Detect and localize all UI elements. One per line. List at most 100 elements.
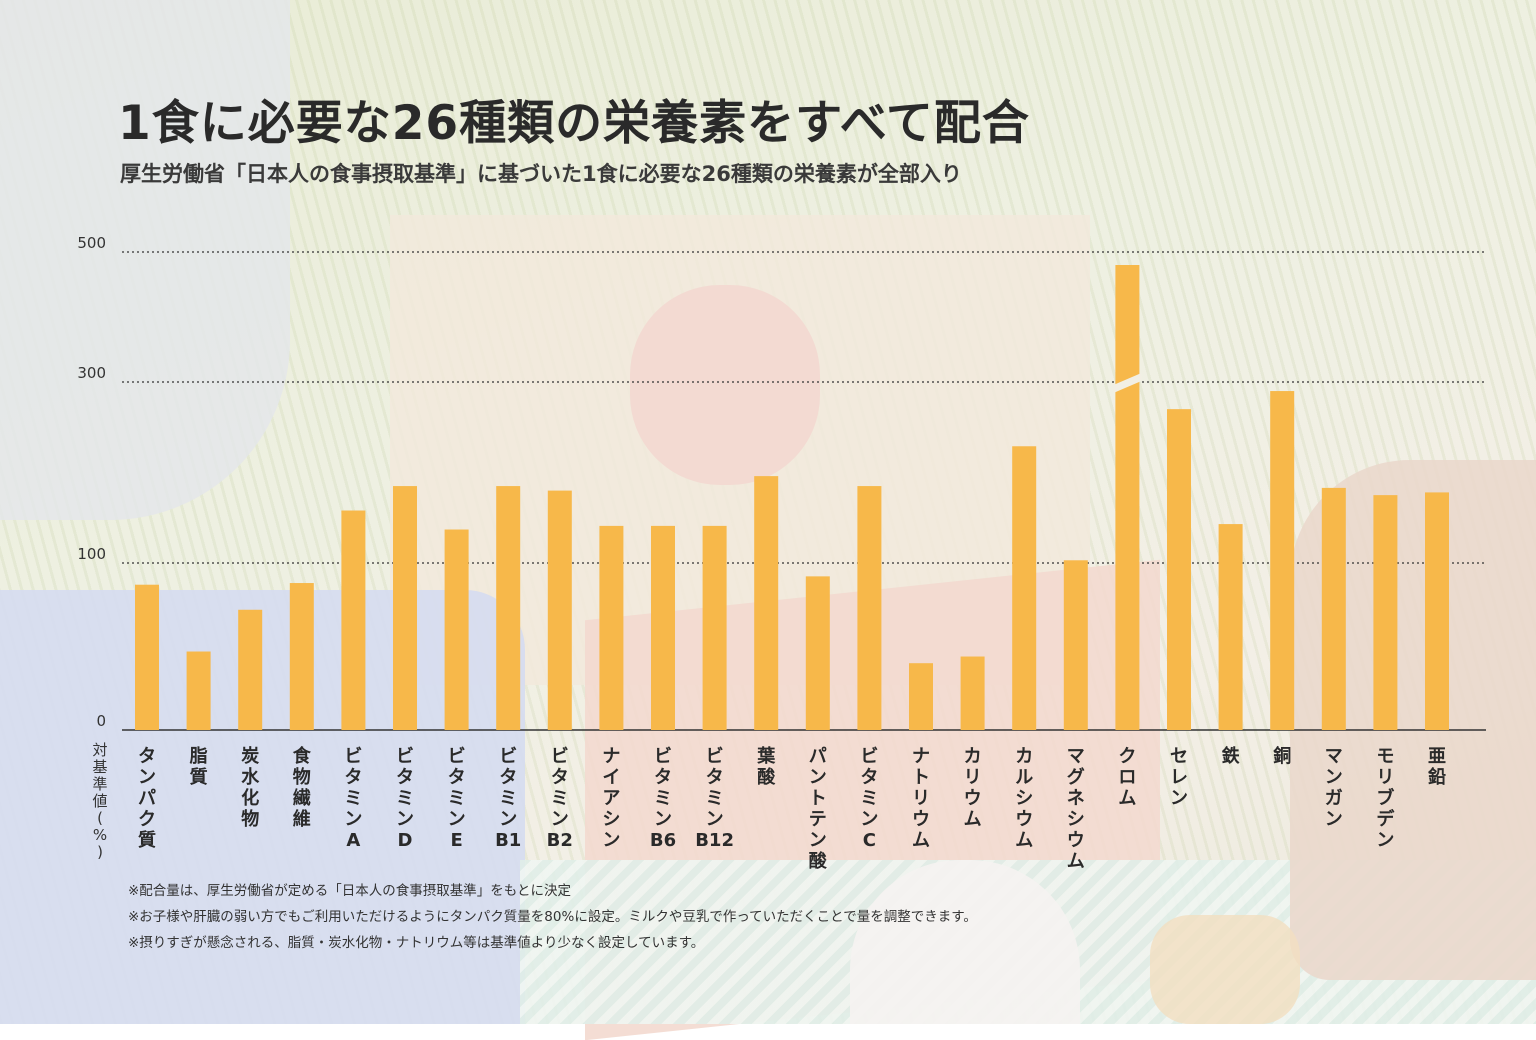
svg-text:物: 物 (293, 766, 311, 788)
svg-text:ン: ン (1325, 809, 1343, 830)
x-tick-label: ナトリウム (912, 746, 930, 851)
svg-text:シ: シ (1015, 788, 1033, 809)
svg-text:ミ: ミ (654, 788, 672, 809)
svg-text:ム: ム (964, 809, 982, 830)
svg-text:カ: カ (964, 746, 982, 767)
svg-text:ミ: ミ (551, 788, 569, 809)
svg-text:B1: B1 (495, 830, 521, 851)
svg-text:ミ: ミ (499, 788, 517, 809)
svg-text:パ: パ (138, 788, 156, 809)
svg-text:ル: ル (1015, 767, 1033, 788)
svg-text:レ: レ (1170, 767, 1188, 788)
svg-text:テ: テ (809, 809, 827, 830)
svg-text:銅: 銅 (1273, 745, 1291, 767)
svg-text:ン: ン (602, 830, 620, 851)
svg-text:B6: B6 (650, 830, 676, 851)
svg-text:パ: パ (809, 746, 827, 767)
svg-text:ビ: ビ (499, 746, 517, 767)
svg-text:ム: ム (1067, 851, 1085, 872)
bar (238, 609, 263, 730)
svg-text:タ: タ (448, 767, 466, 788)
svg-text:質: 質 (190, 766, 208, 788)
svg-text:タ: タ (396, 767, 414, 788)
svg-text:ブ: ブ (1376, 787, 1394, 809)
svg-text:タ: タ (499, 767, 517, 788)
svg-text:タ: タ (860, 767, 878, 788)
svg-text:ビ: ビ (860, 746, 878, 767)
svg-text:ミ: ミ (344, 788, 362, 809)
bar (1167, 409, 1191, 730)
svg-text:化: 化 (241, 787, 259, 809)
bar (651, 525, 675, 730)
svg-text:E: E (450, 830, 462, 851)
svg-text:ビ: ビ (654, 746, 672, 767)
bar (1063, 560, 1088, 730)
svg-text:ビ: ビ (551, 746, 569, 767)
x-tick-label: 亜鉛 (1428, 746, 1446, 788)
footnote: ※配合量は、厚生労働省が定める「日本人の食事摂取基準」をもとに決定 (128, 883, 572, 899)
svg-text:セ: セ (1170, 746, 1188, 767)
svg-text:質: 質 (138, 829, 156, 851)
svg-text:C: C (863, 830, 876, 851)
svg-text:鉄: 鉄 (1222, 745, 1240, 767)
svg-text:タ: タ (654, 767, 672, 788)
svg-text:ア: ア (602, 788, 620, 809)
svg-text:ト: ト (809, 788, 827, 809)
bar (289, 583, 314, 730)
page-subtitle: 厚生労働省「日本人の食事摂取基準」に基づいた1食に必要な26種類の栄養素が全部入… (120, 162, 962, 186)
svg-text:ミ: ミ (860, 788, 878, 809)
svg-text:炭: 炭 (241, 745, 259, 767)
svg-text:ム: ム (1015, 830, 1033, 851)
svg-text:酸: 酸 (757, 766, 776, 788)
bar (341, 510, 366, 730)
svg-text:リ: リ (964, 767, 982, 788)
svg-text:酸: 酸 (809, 850, 828, 872)
bar (702, 525, 727, 730)
bar (1270, 391, 1295, 730)
svg-text:ビ: ビ (706, 746, 724, 767)
svg-text:基: 基 (92, 758, 107, 776)
bar-break-mark (1113, 373, 1142, 393)
bar (909, 663, 933, 730)
svg-text:ミ: ミ (448, 788, 466, 809)
svg-text:ン: ン (344, 809, 362, 830)
svg-text:マ: マ (1067, 746, 1085, 767)
x-tick-label: 炭水化物 (241, 745, 260, 830)
svg-text:ム: ム (1118, 788, 1136, 809)
svg-text:ナ: ナ (602, 746, 620, 767)
svg-text:リ: リ (1376, 767, 1394, 788)
y-tick-label: 500 (77, 234, 106, 252)
svg-text:脂: 脂 (190, 746, 208, 767)
y-tick-label: 100 (77, 545, 106, 563)
y-tick-label: 300 (77, 364, 106, 382)
x-tick-label: クロム (1118, 746, 1136, 809)
bar (1115, 265, 1140, 730)
svg-text:ミ: ミ (396, 788, 414, 809)
svg-text:亜: 亜 (1428, 746, 1446, 767)
bar (547, 490, 572, 730)
svg-text:): ) (97, 843, 103, 861)
svg-text:タ: タ (706, 767, 724, 788)
svg-text:ネ: ネ (1067, 788, 1085, 809)
bar (857, 486, 882, 730)
svg-text:ナ: ナ (912, 746, 930, 767)
svg-text:ビ: ビ (344, 746, 362, 767)
svg-text:ク: ク (138, 809, 156, 830)
bar (960, 656, 985, 730)
svg-text:ウ: ウ (1015, 809, 1033, 830)
svg-text:タ: タ (344, 767, 362, 788)
bar (754, 476, 779, 730)
svg-text:ウ: ウ (912, 809, 930, 830)
svg-text:カ: カ (1015, 746, 1033, 767)
page-title: 1食に必要な26種類の栄養素をすべて配合 (118, 96, 1030, 151)
svg-text:準: 準 (92, 775, 107, 793)
svg-text:B12: B12 (695, 830, 734, 851)
svg-text:ミ: ミ (706, 788, 724, 809)
